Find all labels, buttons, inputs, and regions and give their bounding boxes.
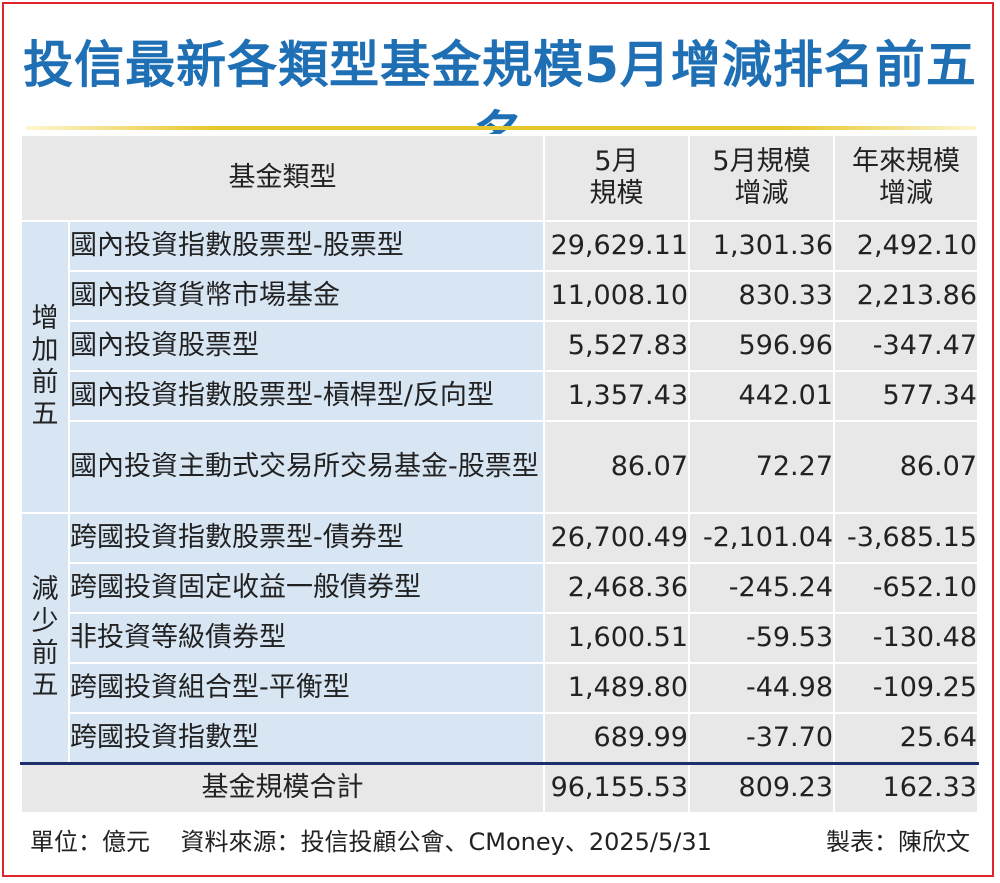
may-change-value: -245.24 [688,562,835,614]
header-row: 基金類型 5月 規模 5月規模 增減 年來規模 增減 [20,134,979,222]
table-row: 增加前五 國內投資指數股票型-股票型 29,629.11 1,301.36 2,… [20,220,979,514]
header-may-change-text: 5月規模 增減 [712,146,811,209]
group-label-increase-text: 增加前五 [31,303,59,430]
fund-name: 跨國投資固定收益一般債券型 [68,562,545,614]
group-label-decrease-text: 減少前五 [31,573,59,701]
table-row: 減少前五 跨國投資指數股票型-債券型 26,700.49 -2,101.04 -… [20,512,979,764]
may-change-value: -37.70 [688,712,835,764]
source-note: 資料來源：投信投顧公會、CMoney、2025/5/31 [180,828,712,856]
table-row: 國內投資主動式交易所交易基金-股票型 86.07 72.27 86.07 [21,420,979,514]
fund-name: 國內投資指數股票型-股票型 [68,220,545,272]
fund-table: 基金類型 5月 規模 5月規模 增減 年來規模 增減 增加前五 國內投資指數股票型-股… [20,134,979,814]
header-ytd-change: 年來規模 增減 [833,134,979,222]
may-change-value: 1,301.36 [688,220,835,272]
ytd-change-value: -130.48 [833,612,979,664]
ytd-change-value: 86.07 [833,420,979,514]
table-row: 跨國投資指數型 689.99 -37.70 25.64 [21,712,979,764]
total-may-change: 809.23 [688,761,835,814]
fund-name: 跨國投資組合型-平衡型 [68,662,545,714]
may-size-value: 11,008.10 [543,270,690,322]
may-size-value: 1,489.80 [543,662,690,714]
may-size-value: 1,357.43 [543,370,690,422]
fund-name: 國內投資貨幣市場基金 [68,270,545,322]
may-change-value: -44.98 [688,662,835,714]
unit-note: 單位：億元 [30,828,150,856]
title-underline [26,126,976,130]
fund-name: 國內投資指數股票型-槓桿型/反向型 [68,370,545,422]
may-change-value: -59.53 [688,612,835,664]
table-row: 國內投資貨幣市場基金 11,008.10 830.33 2,213.86 [21,270,979,322]
table-row: 國內投資股票型 5,527.83 596.96 -347.47 [21,320,979,372]
header-ytd-change-text: 年來規模 增減 [852,146,960,209]
table-row: 國內投資指數股票型-槓桿型/反向型 1,357.43 442.01 577.34 [21,370,979,422]
may-change-value: 442.01 [688,370,835,422]
total-ytd-change: 162.33 [833,761,979,814]
group-label-decrease: 減少前五 [20,512,70,764]
fund-name: 非投資等級債券型 [68,612,545,664]
fund-name: 國內投資主動式交易所交易基金-股票型 [68,420,545,514]
ytd-change-value: -347.47 [833,320,979,372]
may-size-value: 689.99 [543,712,690,764]
fund-name: 國內投資股票型 [68,320,545,372]
may-size-value: 86.07 [543,420,690,514]
header-may-size-text: 5月 規模 [589,146,644,209]
fund-name: 跨國投資指數型 [68,712,545,764]
table-row: 非投資等級債券型 1,600.51 -59.53 -130.48 [21,612,979,664]
may-size-value: 1,600.51 [543,612,690,664]
total-label: 基金規模合計 [20,761,545,814]
may-change-value: -2,101.04 [688,512,835,564]
may-size-value: 26,700.49 [543,512,690,564]
header-may-size: 5月 規模 [543,134,690,222]
total-may-size: 96,155.53 [543,761,690,814]
may-size-value: 2,468.36 [543,562,690,614]
ytd-change-value: -3,685.15 [833,512,979,564]
ytd-change-value: 2,213.86 [833,270,979,322]
header-fund-type: 基金類型 [20,134,545,222]
may-change-value: 596.96 [688,320,835,372]
ytd-change-value: 577.34 [833,370,979,422]
ytd-change-value: -109.25 [833,662,979,714]
table-row: 跨國投資固定收益一般債券型 2,468.36 -245.24 -652.10 [21,562,979,614]
ytd-change-value: -652.10 [833,562,979,614]
may-change-value: 830.33 [688,270,835,322]
header-may-change: 5月規模 增減 [688,134,835,222]
group-label-increase: 增加前五 [20,220,70,514]
total-row: 基金規模合計 96,155.53 809.23 162.33 [20,761,979,814]
ytd-change-value: 25.64 [833,712,979,764]
ytd-change-value: 2,492.10 [833,220,979,272]
may-change-value: 72.27 [688,420,835,514]
may-size-value: 5,527.83 [543,320,690,372]
fund-name: 跨國投資指數股票型-債券型 [68,512,545,564]
may-size-value: 29,629.11 [543,220,690,272]
maker-note: 製表：陳欣文 [826,828,970,856]
footer-left: 單位：億元 資料來源：投信投顧公會、CMoney、2025/5/31 [30,824,712,860]
table-row: 跨國投資組合型-平衡型 1,489.80 -44.98 -109.25 [21,662,979,714]
